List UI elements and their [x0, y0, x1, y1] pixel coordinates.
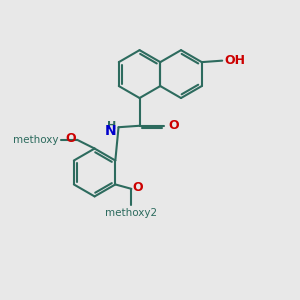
Text: OH: OH	[224, 54, 245, 67]
Text: methoxy: methoxy	[13, 135, 59, 145]
Text: O: O	[168, 119, 178, 132]
Text: O: O	[133, 181, 143, 194]
Text: O: O	[65, 132, 76, 145]
Text: methoxy2: methoxy2	[105, 208, 158, 218]
Text: N: N	[105, 124, 116, 138]
Text: H: H	[107, 121, 116, 131]
